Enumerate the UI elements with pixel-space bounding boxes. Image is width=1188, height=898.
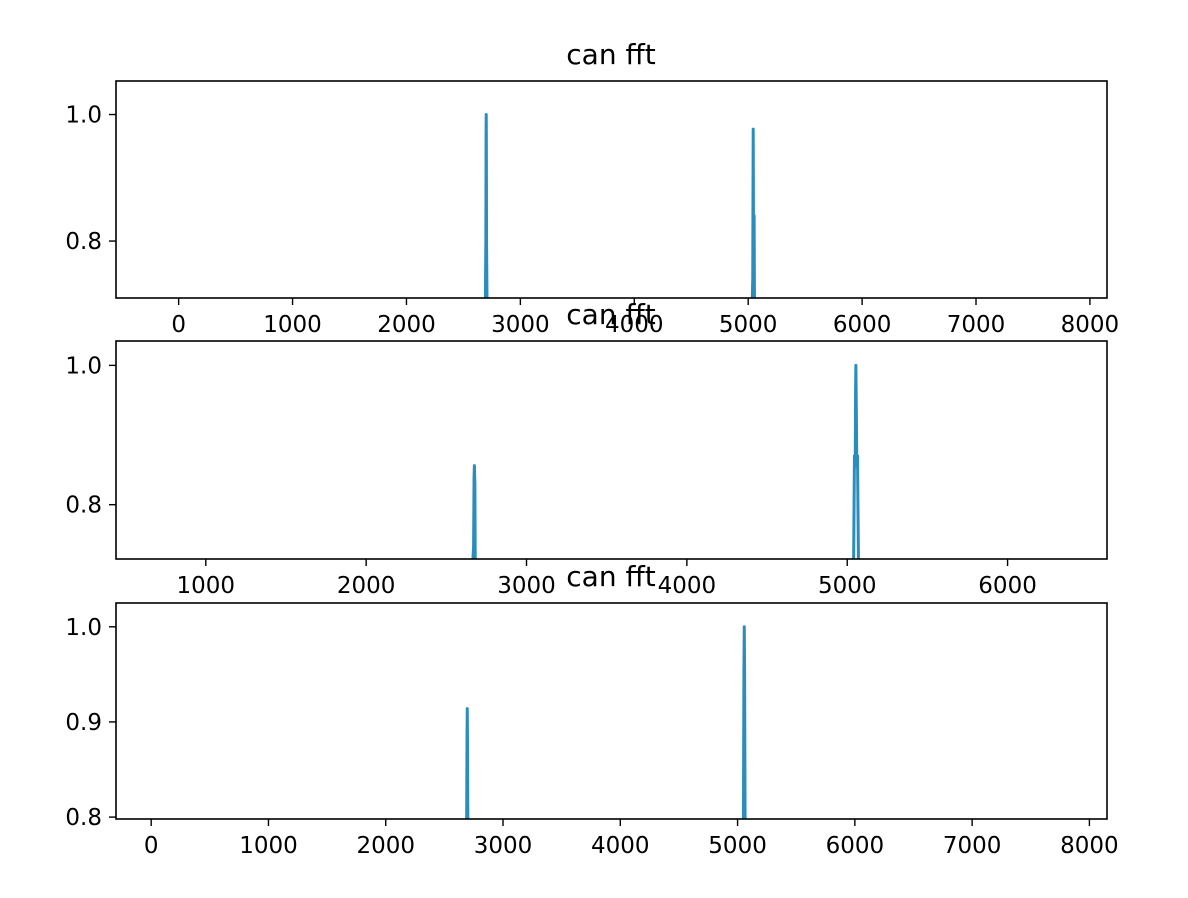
subplot-3-series-line-1 xyxy=(465,707,470,819)
x-tick-label: 7000 xyxy=(947,312,1006,338)
x-tick-label: 6000 xyxy=(833,312,892,338)
subplot-3-frame xyxy=(115,602,1108,820)
y-tick-label: 1.0 xyxy=(65,103,102,129)
subplot-1: can fft 0 1000 2000 3000 4000 5000 6000 7000 800… xyxy=(65,38,1119,338)
y-tick-label: 1.0 xyxy=(65,615,102,641)
x-tick-label: 1000 xyxy=(177,573,236,599)
y-tick-label: 1.0 xyxy=(65,353,102,379)
subplot-3-title: can fft xyxy=(566,560,655,593)
subplot-2-series-line-2 xyxy=(852,363,860,559)
x-tick-label: 0 xyxy=(171,312,186,338)
x-tick-label: 6000 xyxy=(978,573,1037,599)
x-tick-label: 7000 xyxy=(943,833,1002,859)
subplot-2: can fft 1000 2000 3000 4000 5000 6000 0.8 1.0 xyxy=(65,298,1108,599)
x-tick-label: 0 xyxy=(144,833,159,859)
subplot-1-frame xyxy=(115,80,1108,299)
x-tick-label: 2000 xyxy=(337,573,396,599)
subplot-2-series-line-1 xyxy=(471,464,477,559)
x-tick-label: 8000 xyxy=(1061,312,1120,338)
x-tick-label: 5000 xyxy=(708,833,767,859)
y-tick-label: 0.9 xyxy=(65,710,102,736)
x-tick-label: 5000 xyxy=(719,312,778,338)
x-tick-label: 4000 xyxy=(605,312,664,338)
x-tick-label: 5000 xyxy=(818,573,877,599)
subplot-1-series-line-2 xyxy=(750,127,756,298)
x-tick-label: 2000 xyxy=(356,833,415,859)
subplot-2-plot-area xyxy=(471,363,860,559)
x-tick-label: 4000 xyxy=(591,833,650,859)
x-tick-label: 2000 xyxy=(377,312,436,338)
subplot-2-title: can fft xyxy=(566,298,655,331)
y-tick-label: 0.8 xyxy=(65,805,102,831)
y-tick-label: 0.8 xyxy=(65,229,102,255)
y-tick-label: 0.8 xyxy=(65,493,102,519)
x-tick-label: 3000 xyxy=(491,312,550,338)
x-tick-label: 4000 xyxy=(658,573,717,599)
x-tick-label: 1000 xyxy=(263,312,322,338)
subplot-1-title: can fft xyxy=(566,38,655,71)
subplot-1-series-line-1 xyxy=(483,113,489,298)
subplot-1-plot-area xyxy=(483,113,756,298)
x-tick-label: 6000 xyxy=(826,833,885,859)
subplot-3-series-line-2 xyxy=(741,625,747,819)
x-tick-label: 3000 xyxy=(497,573,556,599)
x-tick-label: 3000 xyxy=(474,833,533,859)
subplot-3: can fft 0 1000 2000 3000 4000 5000 6000 7000 800… xyxy=(65,560,1118,859)
subplot-3-plot-area xyxy=(465,625,747,819)
x-tick-label: 1000 xyxy=(239,833,298,859)
x-tick-label: 8000 xyxy=(1060,833,1119,859)
subplot-2-frame xyxy=(115,340,1108,560)
